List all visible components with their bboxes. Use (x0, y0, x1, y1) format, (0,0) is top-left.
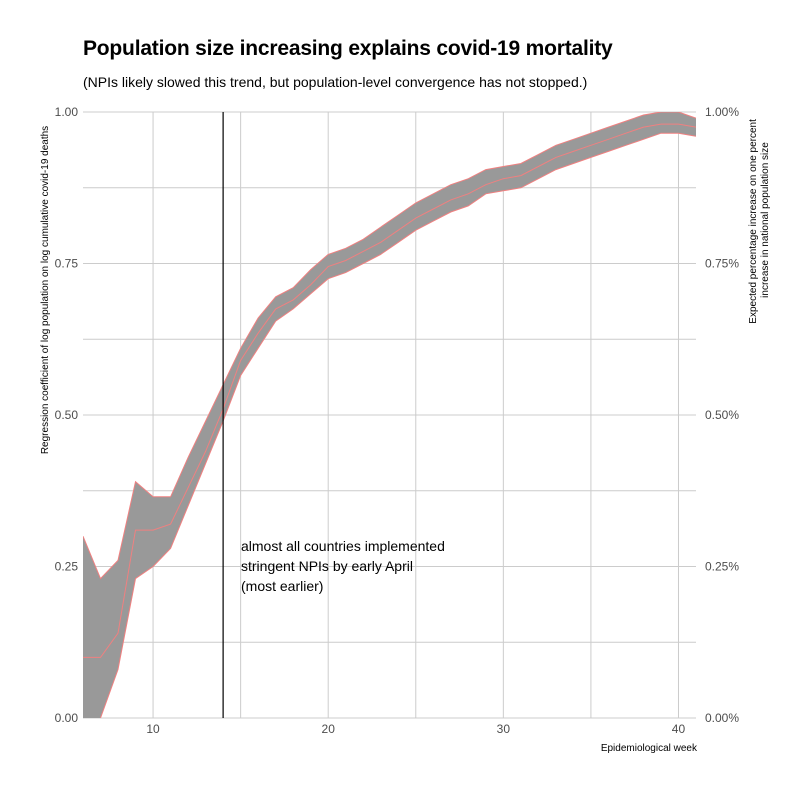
annotation-line: (most earlier) (241, 578, 323, 594)
y2-tick-label: 1.00% (705, 105, 739, 119)
confidence-band (83, 112, 696, 718)
y-tick-label: 0.75 (55, 257, 79, 271)
y2-tick-label: 0.50% (705, 408, 739, 422)
y-axis-label: Regression coefficient of log population… (40, 126, 51, 454)
x-tick-label: 20 (322, 722, 336, 736)
series-line-lower (99, 132, 696, 718)
annotation-line: stringent NPIs by early April (241, 558, 413, 574)
plot-area (83, 112, 696, 718)
y-tick-label: 0.50 (55, 408, 79, 422)
x-tick-label: 10 (146, 722, 160, 736)
y-tick-label: 1.00 (55, 105, 79, 119)
y2-tick-label: 0.00% (705, 711, 739, 725)
x-tick-label: 40 (672, 722, 686, 736)
x-axis-label: Epidemiological week (601, 743, 698, 754)
y2-axis-label-line-1: Expected percentage increase on one perc… (748, 119, 759, 324)
y-tick-label: 0.25 (55, 560, 79, 574)
y-tick-label: 0.00 (55, 711, 79, 725)
y2-tick-label: 0.25% (705, 560, 739, 574)
grid (83, 111, 696, 719)
series-line-upper (83, 112, 696, 580)
x-tick-label: 30 (497, 722, 511, 736)
chart-title: Population size increasing explains covi… (83, 37, 613, 60)
series-line-estimate (83, 123, 696, 658)
chart-subtitle: (NPIs likely slowed this trend, but popu… (83, 74, 588, 90)
y2-tick-label: 0.75% (705, 257, 739, 271)
y2-axis-label: Expected percentage increase on one perc… (748, 116, 771, 323)
annotation-line: almost all countries implemented (241, 538, 445, 554)
y2-axis-label-line-2: increase in national population size (760, 142, 771, 298)
